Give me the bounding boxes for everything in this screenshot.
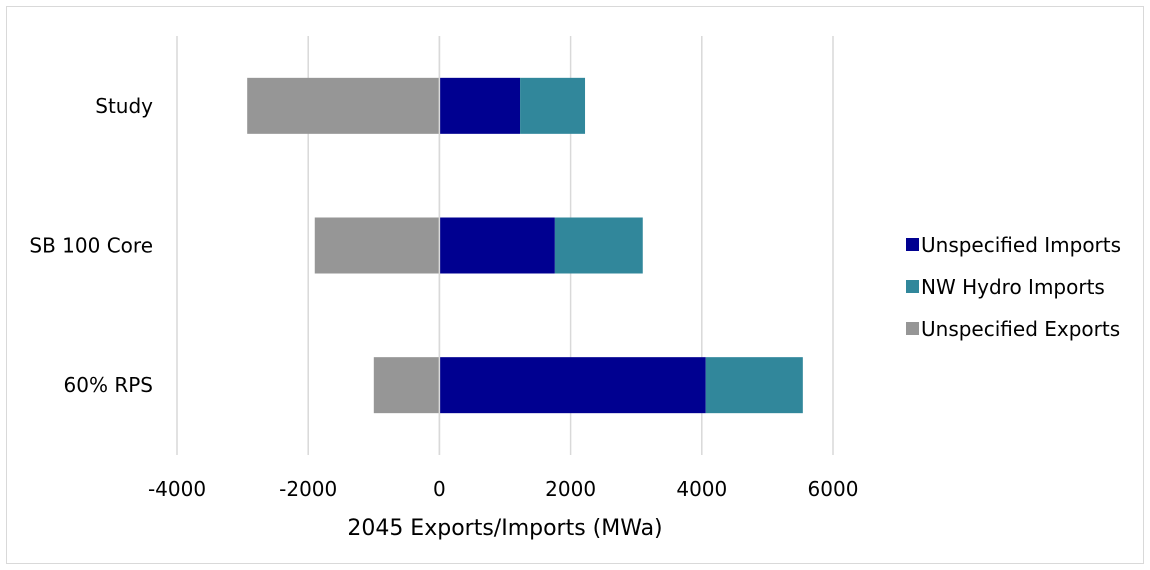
x-tick-label: -4000 — [148, 477, 206, 501]
legend-label: Unspecified Exports — [921, 317, 1120, 341]
x-tick-label: 4000 — [676, 477, 727, 501]
bar-nw-hydro-imports — [554, 217, 643, 274]
bar-nw-hydro-imports — [705, 357, 803, 414]
category-label: 60% RPS — [64, 373, 153, 397]
legend-swatch — [906, 280, 919, 293]
bar-unspecified-imports — [439, 77, 521, 134]
legend-swatch — [906, 238, 919, 251]
x-tick-label: 0 — [433, 477, 446, 501]
x-tick-label: -2000 — [279, 477, 337, 501]
bar-unspecified-imports — [439, 217, 555, 274]
x-axis-title: 2045 Exports/Imports (MWa) — [347, 516, 662, 541]
bar-unspecified-imports — [439, 357, 706, 414]
category-label: SB 100 Core — [29, 234, 153, 258]
x-tick-label: 2000 — [545, 477, 596, 501]
legend-label: NW Hydro Imports — [921, 275, 1105, 299]
bar-unspecified-exports — [247, 77, 440, 134]
legend-swatch — [906, 322, 919, 335]
bar-unspecified-exports — [373, 357, 440, 414]
bar-nw-hydro-imports — [520, 77, 586, 134]
bar-unspecified-exports — [314, 217, 440, 274]
legend-label: Unspecified Imports — [921, 233, 1121, 257]
category-label: Study — [95, 94, 153, 118]
x-tick-label: 6000 — [808, 477, 859, 501]
